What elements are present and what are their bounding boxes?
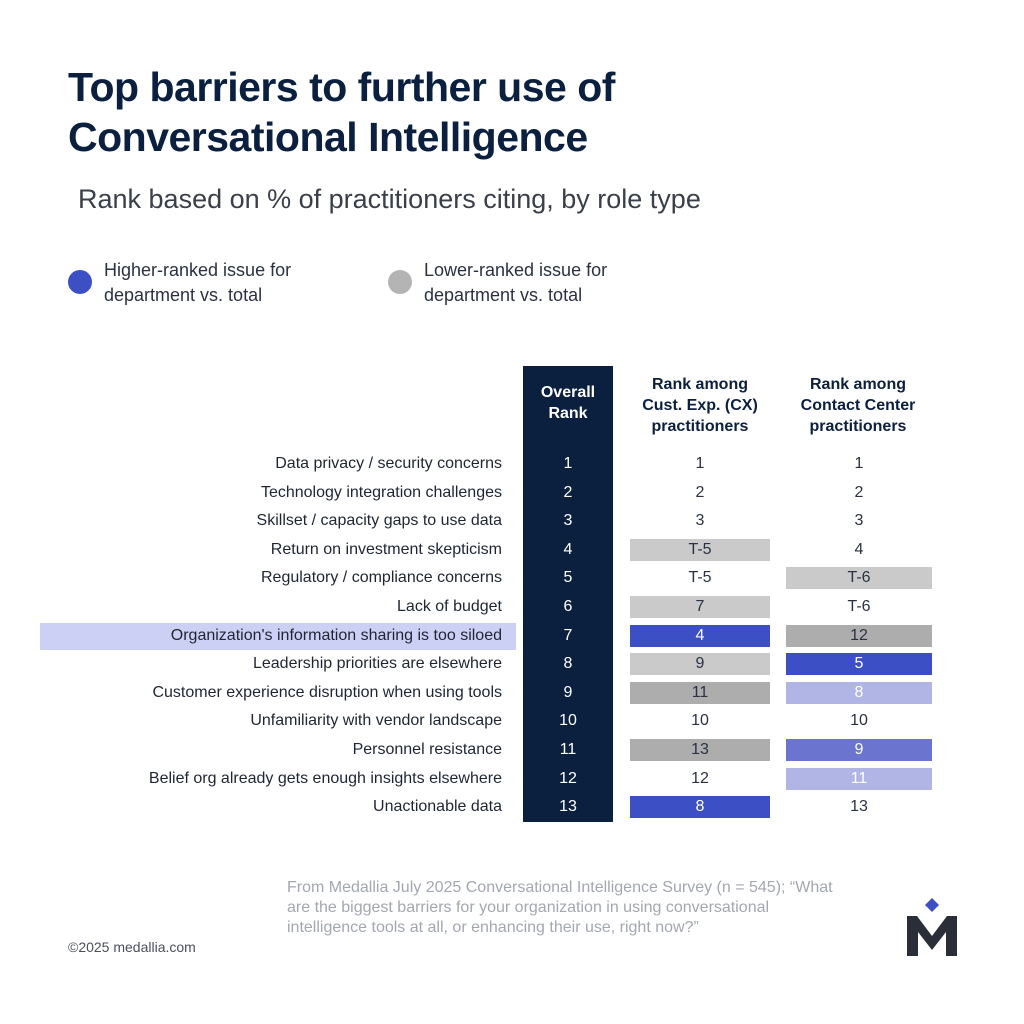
overall-rank-cell: 12 [559,769,577,787]
cx-rank-cell: 3 [695,512,705,530]
cc-rank-cell: T-6 [847,598,871,615]
cc-rank-cell: 11 [786,767,932,790]
row-label: Leadership priorities are elsewhere [252,655,502,673]
cx-rank-cell: T-5 [630,538,770,561]
overall-rank-cell: 6 [563,598,573,615]
cx-rank-cell: 9 [630,653,770,676]
row-label: Customer experience disruption when usin… [152,683,502,701]
row-label: Unfamiliarity with vendor landscape [250,712,502,730]
overall-rank-column [523,366,613,822]
cc-rank-cell: 5 [786,653,932,676]
overall-rank-cell: 7 [563,626,573,644]
overall-rank-cell: 8 [563,655,573,673]
overall-rank-cell: 13 [559,798,577,816]
copyright: ©2025 medallia.com [68,939,196,955]
row-label: Organization's information sharing is to… [170,626,502,644]
cx-rank-cell: 13 [630,739,770,761]
cx-rank-cell: 2 [695,483,705,501]
legend-label: Higher-ranked issue for department vs. t… [104,260,292,305]
row-label: Personnel resistance [352,741,502,758]
cc-rank-cell: 3 [854,512,864,530]
header-overall-rank: Overall Rank [540,384,596,422]
legend-label: Lower-ranked issue for department vs. to… [424,260,608,305]
cx-rank-cell: 7 [630,596,770,618]
cc-rank-cell: 1 [854,455,864,472]
cc-rank-cell: 2 [854,483,864,501]
cc-rank-cell: 10 [850,712,868,730]
cc-rank-cell: 12 [786,624,932,647]
row-label: Regulatory / compliance concerns [260,569,502,587]
highlight-band [40,623,516,650]
medallia-logo [905,898,959,963]
overall-rank-cell: 9 [563,683,573,701]
page-title: Top barriers to further use of Conversat… [68,62,615,162]
overall-rank-cell: 2 [563,483,573,501]
cx-rank-cell: 10 [691,712,709,730]
overall-rank-cell: 5 [563,569,573,587]
row-label: Return on investment skepticism [270,540,502,558]
cc-rank-cell: 9 [786,739,932,761]
overall-rank-cell: 10 [559,712,577,730]
row-label: Unactionable data [373,798,502,816]
source-note: From Medallia July 2025 Conversational I… [287,879,833,936]
cc-rank-cell: 4 [854,540,864,558]
legend-lower: Lower-ranked issue for department vs. to… [388,258,664,308]
title-line-2: Conversational Intelligence [68,114,588,160]
row-label: Technology integration challenges [260,483,502,501]
row-label: Skillset / capacity gaps to use data [256,512,502,530]
legend-dot-higher-icon [68,270,92,294]
cx-rank-cell: 8 [630,796,770,819]
cx-rank-cell: 1 [695,455,705,472]
cc-rank-cell: T-6 [786,567,932,590]
subtitle: Rank based on % of practitioners citing,… [78,184,701,214]
title-line-1: Top barriers to further use of [68,64,615,110]
legend-higher: Higher-ranked issue for department vs. t… [68,258,344,308]
cx-rank-cell: 11 [630,681,770,704]
cx-rank-cell: 12 [691,769,709,787]
overall-rank-cell: 1 [563,455,573,472]
header-contact-center-rank: Rank among Contact Center practitioners [800,376,916,435]
cx-rank-cell: T-5 [688,569,712,587]
row-label: Data privacy / security concerns [275,455,502,472]
cc-rank-cell: 8 [786,681,932,704]
legend-dot-lower-icon [388,270,412,294]
overall-rank-cell: 11 [559,741,577,758]
row-label: Belief org already gets enough insights … [148,769,502,787]
overall-rank-cell: 3 [563,512,573,530]
header-cx-rank: Rank among Cust. Exp. (CX) practitioners [642,376,758,435]
cx-rank-cell: 4 [630,624,770,647]
overall-rank-cell: 4 [563,540,573,558]
row-label: Lack of budget [397,598,502,615]
cc-rank-cell: 13 [850,798,868,816]
